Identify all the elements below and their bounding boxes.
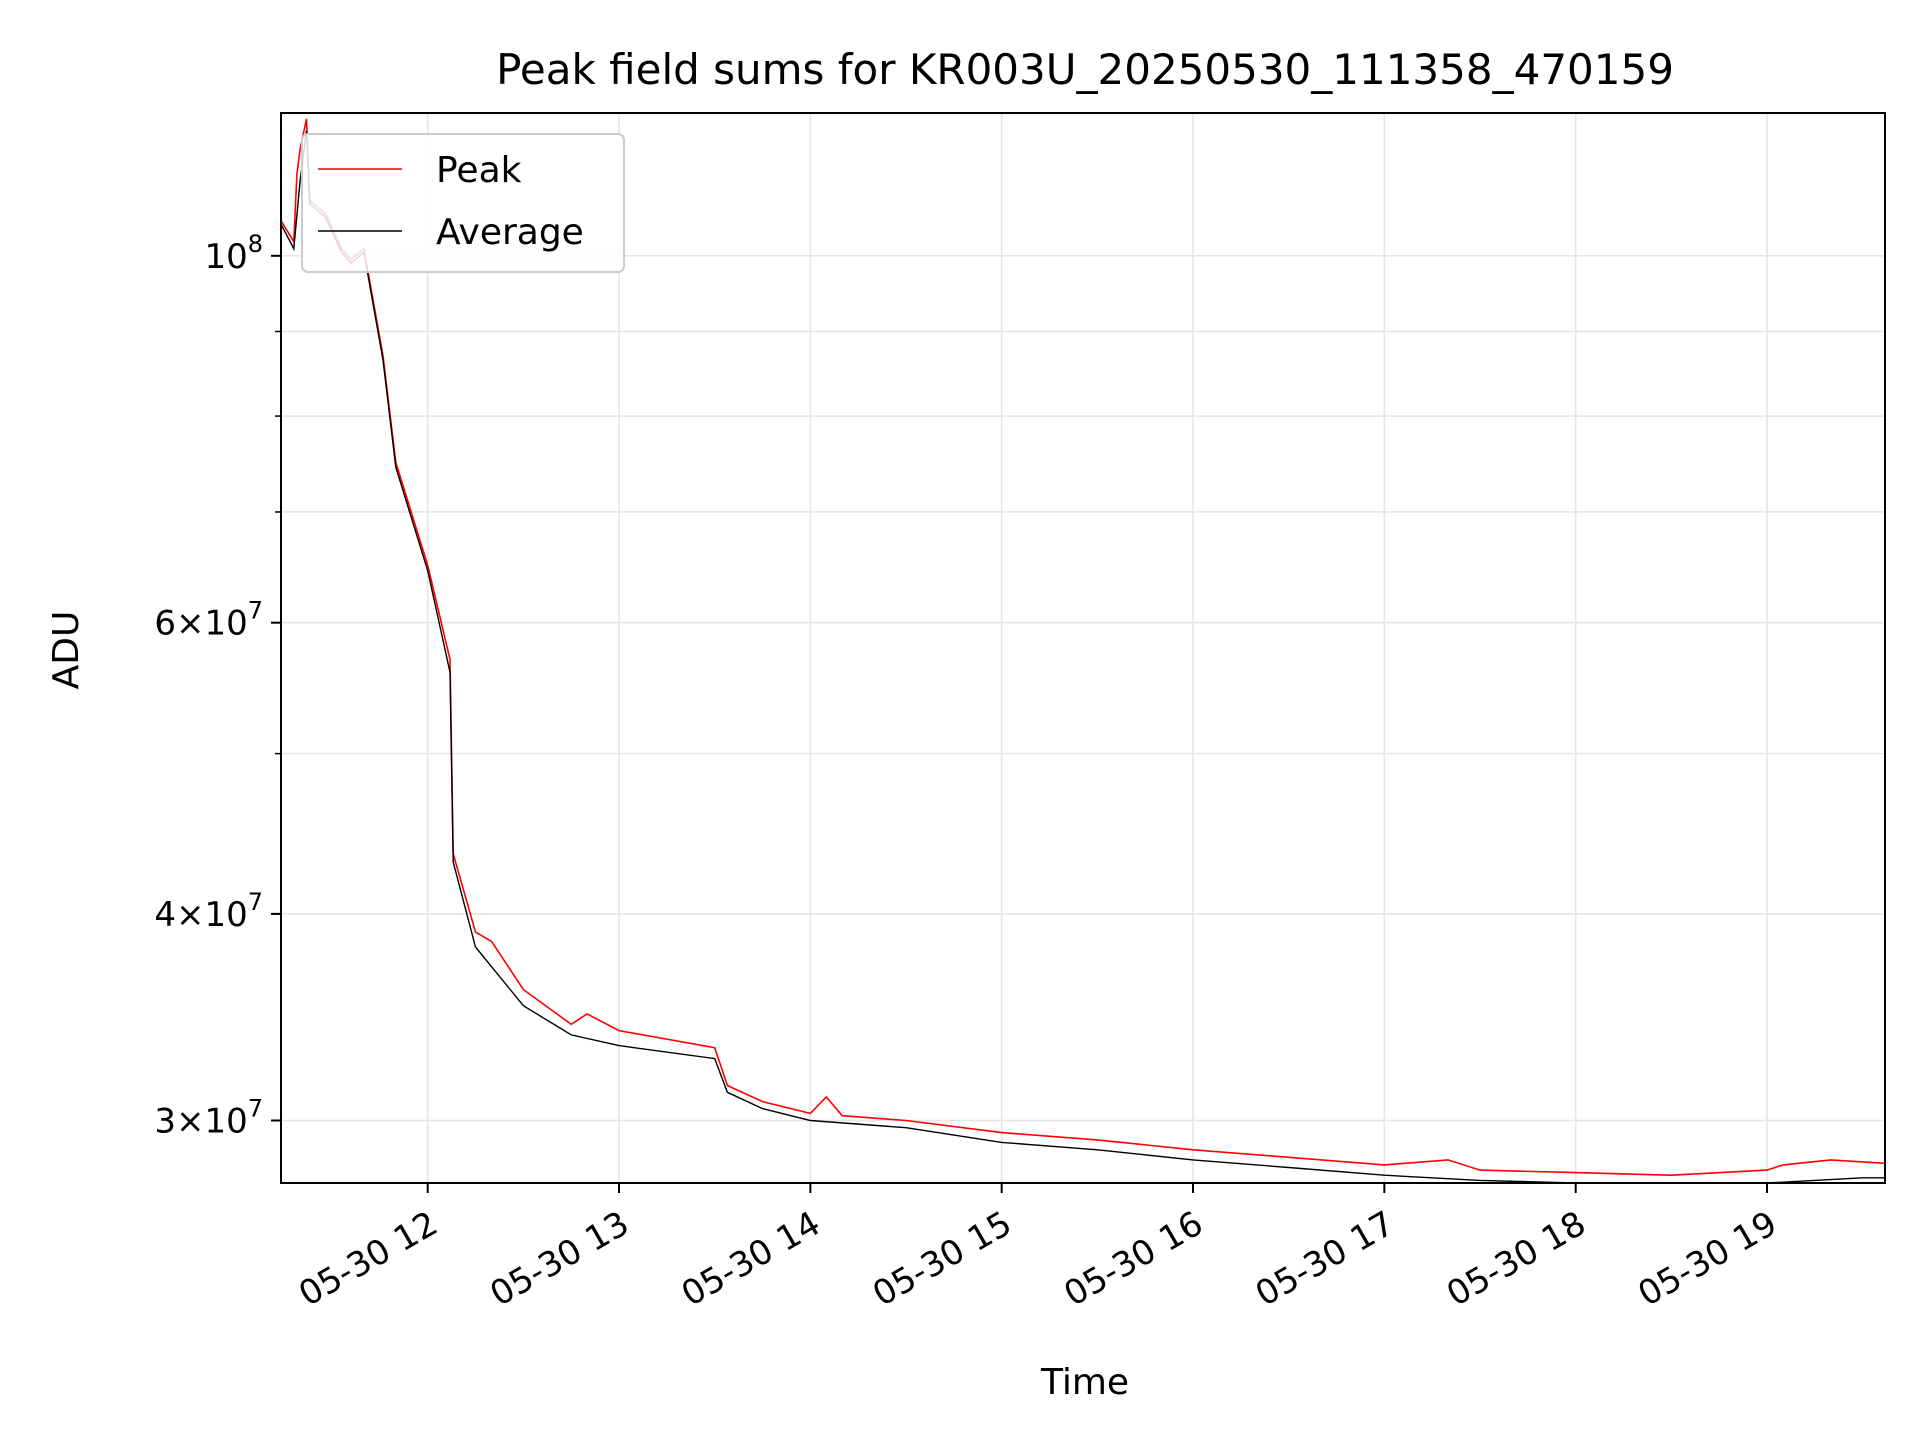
x-tick-label: 05-30 16 — [1058, 1204, 1210, 1315]
x-axis-label: Time — [1040, 1362, 1129, 1403]
x-tick-label: 05-30 13 — [484, 1204, 636, 1315]
y-axis-label: ADU — [46, 611, 87, 690]
legend: Peak Average — [301, 133, 625, 273]
grid — [281, 113, 1885, 1183]
y-tick-label: 3×107 — [154, 1095, 263, 1142]
chart-title: Peak field sums for KR003U_20250530_1113… — [496, 45, 1674, 94]
y-tick-label: 4×107 — [154, 888, 263, 935]
x-tick-label: 05-30 18 — [1440, 1204, 1592, 1315]
series-line-peak — [281, 118, 1885, 1177]
x-tick-label: 05-30 15 — [866, 1204, 1018, 1315]
x-tick-label: 05-30 17 — [1249, 1204, 1401, 1315]
legend-label-peak: Peak — [436, 150, 522, 191]
x-tick-label: 05-30 14 — [675, 1204, 827, 1315]
legend-label-average: Average — [436, 212, 584, 253]
series-line-average — [281, 130, 1885, 1183]
y-tick-label: 108 — [204, 230, 263, 277]
x-tick-label: 05-30 12 — [292, 1204, 444, 1315]
series-group — [281, 118, 1885, 1183]
x-tick-label: 05-30 19 — [1632, 1204, 1784, 1315]
plot-frame — [280, 112, 1886, 1184]
ticks: 05-30 12 05-30 13 05-30 14 05-30 15 05-30 16… — [154, 230, 1784, 1315]
y-tick-label: 6×107 — [154, 597, 263, 644]
